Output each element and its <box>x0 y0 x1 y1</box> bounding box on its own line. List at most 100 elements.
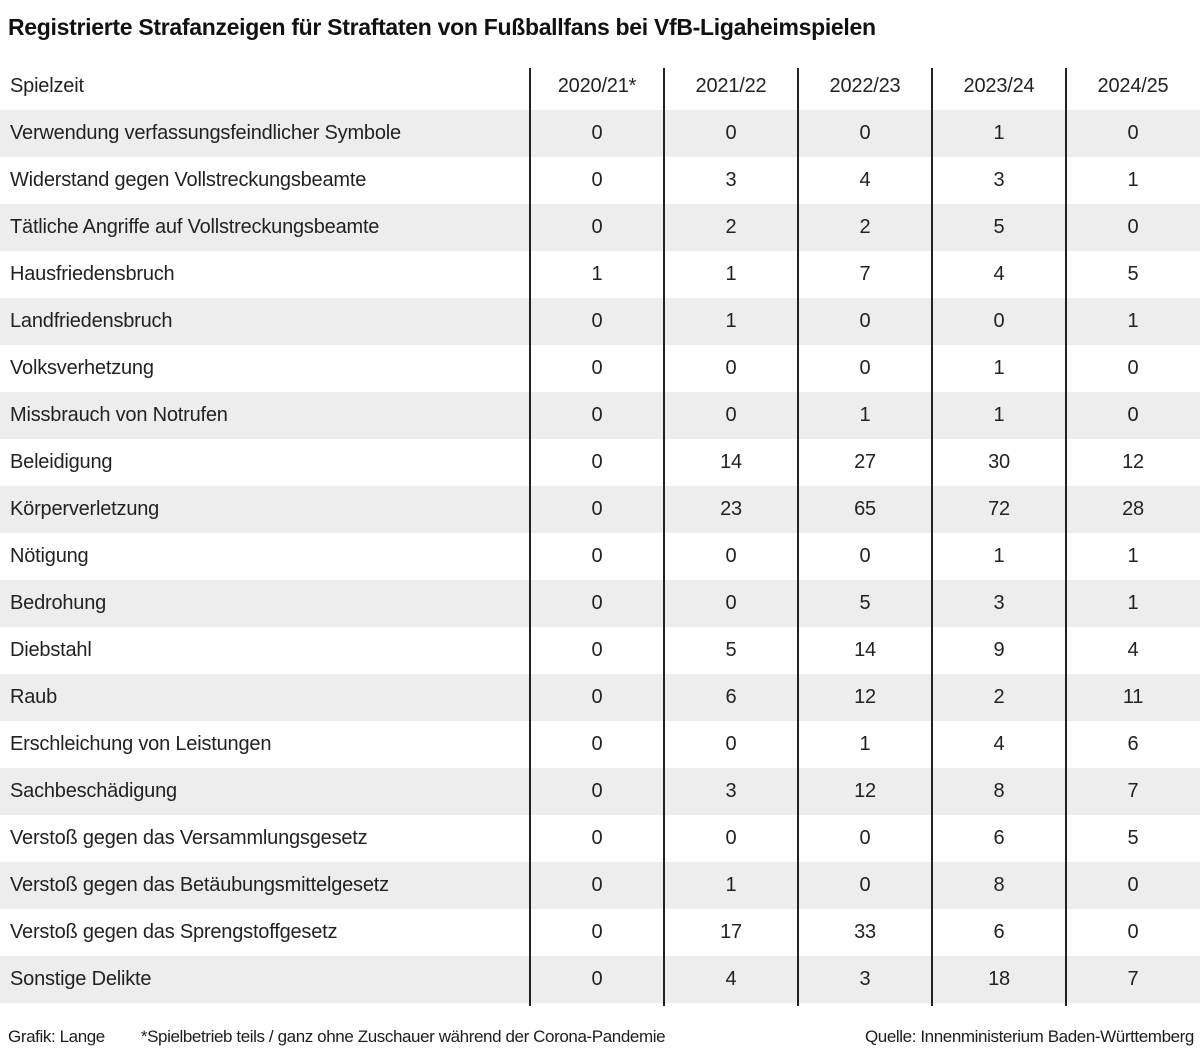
count-cell: 6 <box>1127 733 1139 755</box>
count-cell: 0 <box>725 357 737 379</box>
table-row: Missbrauch von Notrufen 0 0 1 1 0 <box>0 392 1200 439</box>
count-cell: 0 <box>859 310 871 332</box>
count-cell: 1 <box>859 733 871 755</box>
offense-label: Erschleichung von Leistungen <box>10 733 272 755</box>
count-cell: 0 <box>859 545 871 567</box>
offense-label: Bedrohung <box>10 592 107 614</box>
count-cell: 1 <box>859 404 871 426</box>
count-cell: 12 <box>1122 451 1144 473</box>
count-cell: 12 <box>854 780 876 802</box>
count-cell: 1 <box>1127 545 1139 567</box>
corona-footnote: *Spielbetrieb teils / ganz ohne Zuschaue… <box>140 1027 666 1046</box>
count-cell: 0 <box>591 169 603 191</box>
count-cell: 0 <box>1127 357 1139 379</box>
count-cell: 0 <box>591 545 603 567</box>
count-cell: 0 <box>1127 122 1139 144</box>
count-cell: 0 <box>591 827 603 849</box>
count-cell: 14 <box>720 451 742 473</box>
count-cell: 4 <box>859 169 871 191</box>
column-divider <box>529 68 531 1006</box>
table-row: Bedrohung 0 0 5 3 1 <box>0 580 1200 627</box>
count-cell: 1 <box>993 404 1005 426</box>
offense-label: Hausfriedensbruch <box>10 263 175 285</box>
count-cell: 27 <box>854 451 876 473</box>
count-cell: 0 <box>591 310 603 332</box>
count-cell: 1 <box>993 357 1005 379</box>
column-header-season: 2021/22 <box>695 75 767 97</box>
count-cell: 0 <box>591 733 603 755</box>
count-cell: 0 <box>591 592 603 614</box>
column-divider <box>931 68 933 1006</box>
count-cell: 0 <box>591 874 603 896</box>
count-cell: 6 <box>725 686 737 708</box>
count-cell: 0 <box>591 498 603 520</box>
offense-label: Missbrauch von Notrufen <box>10 404 228 426</box>
count-cell: 0 <box>1127 921 1139 943</box>
count-cell: 0 <box>591 780 603 802</box>
count-cell: 0 <box>725 827 737 849</box>
count-cell: 0 <box>1127 874 1139 896</box>
count-cell: 11 <box>1122 686 1144 708</box>
count-cell: 0 <box>591 921 603 943</box>
count-cell: 1 <box>725 310 737 332</box>
count-cell: 2 <box>725 216 737 238</box>
offense-label: Widerstand gegen Vollstreckungsbeamte <box>10 169 367 191</box>
count-cell: 0 <box>591 122 603 144</box>
table-body: Verwendung verfassungsfeindlicher Symbol… <box>0 110 1200 1003</box>
count-cell: 8 <box>993 780 1005 802</box>
table-row: Widerstand gegen Vollstreckungsbeamte 0 3 4… <box>0 157 1200 204</box>
count-cell: 7 <box>1127 780 1139 802</box>
count-cell: 0 <box>1127 216 1139 238</box>
count-cell: 2 <box>993 686 1005 708</box>
column-divider <box>797 68 799 1006</box>
count-cell: 1 <box>1127 592 1139 614</box>
table-row: Verstoß gegen das Betäubungsmittelgesetz… <box>0 862 1200 909</box>
count-cell: 8 <box>993 874 1005 896</box>
count-cell: 4 <box>725 968 737 990</box>
offense-label: Nötigung <box>10 545 89 567</box>
count-cell: 0 <box>591 968 603 990</box>
count-cell: 30 <box>988 451 1010 473</box>
table-row: Sonstige Delikte 0 4 3 18 7 <box>0 956 1200 1003</box>
count-cell: 6 <box>993 921 1005 943</box>
count-cell: 65 <box>854 498 876 520</box>
table-row: Körperverletzung 0 23 65 72 28 <box>0 486 1200 533</box>
count-cell: 14 <box>854 639 876 661</box>
offense-label: Tätliche Angriffe auf Vollstreckungsbeam… <box>10 216 380 238</box>
count-cell: 72 <box>988 498 1010 520</box>
table-header-row: Spielzeit 2020/21* 2021/22 2022/23 2023/24 2… <box>0 63 1200 110</box>
count-cell: 5 <box>993 216 1005 238</box>
offense-label: Verstoß gegen das Betäubungsmittelgesetz <box>10 874 389 896</box>
count-cell: 17 <box>720 921 742 943</box>
table-row: Raub 0 6 12 2 11 <box>0 674 1200 721</box>
table-row: Sachbeschädigung 0 3 12 8 7 <box>0 768 1200 815</box>
count-cell: 2 <box>859 216 871 238</box>
count-cell: 0 <box>725 404 737 426</box>
count-cell: 1 <box>591 263 603 285</box>
table-row: Volksverhetzung 0 0 0 1 0 <box>0 345 1200 392</box>
table-row: Erschleichung von Leistungen 0 0 1 4 6 <box>0 721 1200 768</box>
count-cell: 1 <box>1127 169 1139 191</box>
count-cell: 4 <box>993 263 1005 285</box>
offense-label: Volksverhetzung <box>10 357 154 379</box>
count-cell: 9 <box>993 639 1005 661</box>
count-cell: 0 <box>993 310 1005 332</box>
count-cell: 0 <box>591 404 603 426</box>
offense-label: Verstoß gegen das Sprengstoffgesetz <box>10 921 338 943</box>
crime-statistics-table: Spielzeit 2020/21* 2021/22 2022/23 2023/24 2… <box>0 63 1200 1006</box>
count-cell: 0 <box>859 874 871 896</box>
table-row: Verstoß gegen das Sprengstoffgesetz 0 17 33… <box>0 909 1200 956</box>
count-cell: 0 <box>591 357 603 379</box>
table-row: Verwendung verfassungsfeindlicher Symbol… <box>0 110 1200 157</box>
table-row: Hausfriedensbruch 1 1 7 4 5 <box>0 251 1200 298</box>
count-cell: 1 <box>725 874 737 896</box>
count-cell: 4 <box>1127 639 1139 661</box>
count-cell: 7 <box>1127 968 1139 990</box>
column-header-season: 2024/25 <box>1097 75 1169 97</box>
count-cell: 12 <box>854 686 876 708</box>
count-cell: 3 <box>725 780 737 802</box>
offense-label: Sachbeschädigung <box>10 780 177 802</box>
count-cell: 6 <box>993 827 1005 849</box>
count-cell: 0 <box>591 451 603 473</box>
